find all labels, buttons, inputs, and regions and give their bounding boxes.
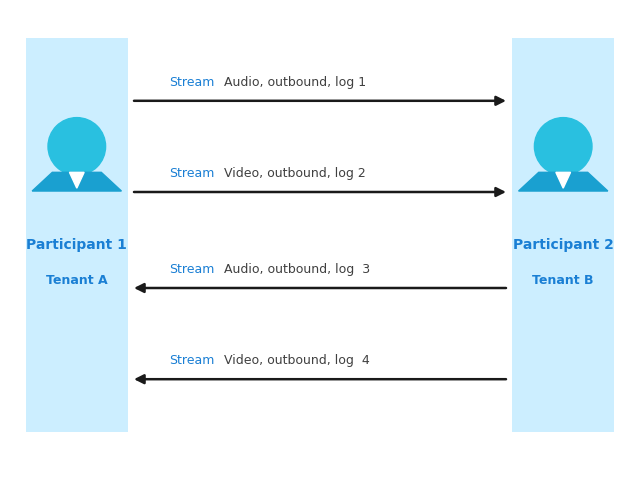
Text: Participant 2: Participant 2 [513,238,614,252]
Polygon shape [518,172,608,191]
Polygon shape [70,172,84,188]
Text: Tenant A: Tenant A [46,274,108,288]
Text: Tenant B: Tenant B [532,274,594,288]
Text: Video, outbound, log 2: Video, outbound, log 2 [224,167,365,180]
Bar [512,38,614,432]
Bar [26,38,128,432]
Text: Stream: Stream [169,263,214,276]
Text: Video, outbound, log  4: Video, outbound, log 4 [224,354,370,367]
Text: Participant 1: Participant 1 [26,238,127,252]
Polygon shape [556,172,570,188]
Text: Stream: Stream [169,76,214,89]
Ellipse shape [534,118,592,175]
Text: Audio, outbound, log  3: Audio, outbound, log 3 [224,263,370,276]
Polygon shape [32,172,122,191]
Text: Audio, outbound, log 1: Audio, outbound, log 1 [224,76,366,89]
Text: Stream: Stream [169,354,214,367]
Ellipse shape [48,118,106,175]
Text: Stream: Stream [169,167,214,180]
